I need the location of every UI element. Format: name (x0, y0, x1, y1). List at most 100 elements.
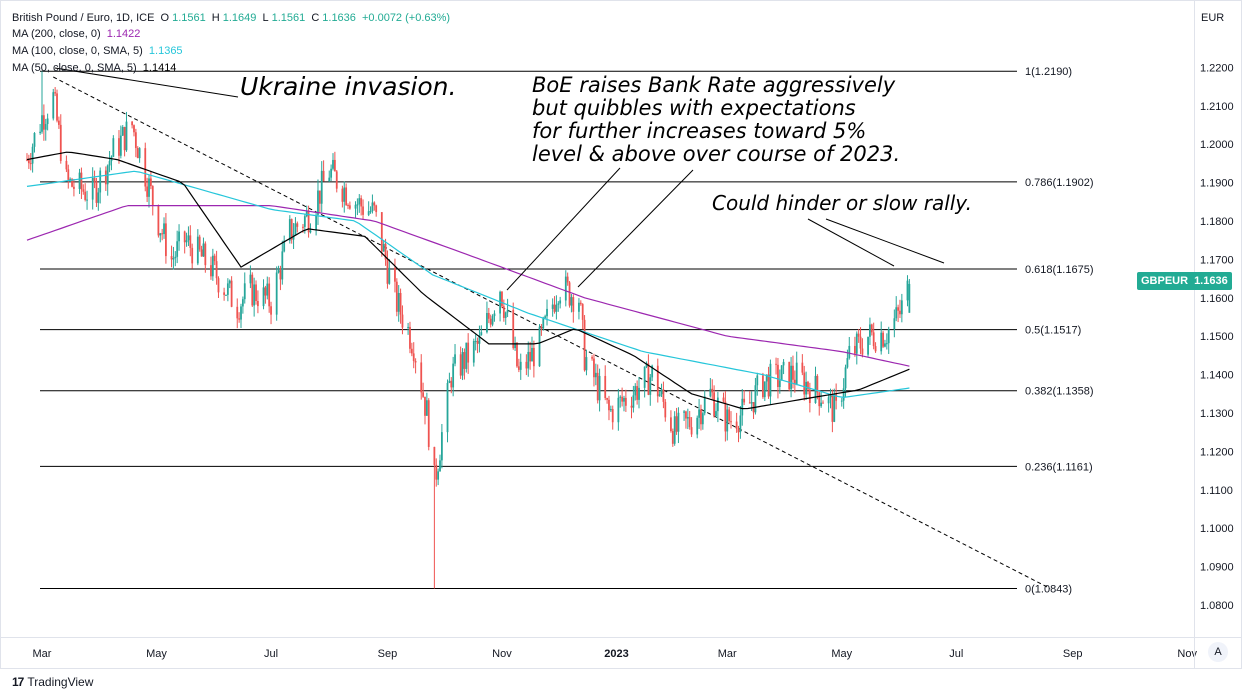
fib-level-label: 1(1.2190) (1025, 66, 1072, 78)
candle-body (170, 256, 173, 260)
candle-body (583, 319, 586, 371)
candle-body (685, 411, 687, 419)
candle-body (148, 178, 150, 197)
candle-body (544, 316, 547, 318)
candle-body (696, 417, 699, 435)
candle-body (636, 386, 639, 400)
candle-body (701, 413, 704, 425)
candle-body (211, 255, 214, 277)
candle-body (793, 379, 796, 385)
candle-body (46, 118, 49, 125)
candle-body (604, 375, 607, 399)
candle-body (302, 226, 304, 228)
candle-body (861, 348, 864, 355)
candle-body (675, 416, 678, 432)
candle-body (690, 427, 693, 435)
y-tick-label: 1.0900 (1200, 562, 1234, 574)
candle-body (568, 282, 571, 306)
candle-body (869, 324, 871, 337)
candle-body (230, 280, 233, 307)
candle-body (367, 211, 370, 215)
ma50-legend[interactable]: MA (50, close, 0, SMA, 5) 1.1414 (12, 61, 179, 75)
x-tick-label: Sep (378, 648, 398, 660)
candle-body (283, 240, 286, 252)
candle-body (157, 205, 160, 236)
candle-body (572, 297, 575, 312)
x-tick-label: Mar (33, 648, 52, 660)
candle-body (123, 127, 126, 151)
candle-body (649, 377, 652, 395)
time-scale-divider (0, 637, 1242, 638)
candle-body (748, 402, 751, 404)
candle-body (611, 408, 614, 423)
candle-body (437, 471, 440, 480)
candle-body (630, 405, 633, 408)
ma100-legend[interactable]: MA (100, close, 0, SMA, 5) 1.1365 (12, 44, 186, 58)
candle-body (461, 352, 464, 376)
candle-body (656, 365, 659, 397)
candle-body (414, 361, 417, 363)
auto-scale-button[interactable]: A (1208, 642, 1228, 662)
ma100-label: MA (100, close, 0, SMA, 5) (12, 45, 143, 57)
candle-body (410, 348, 413, 354)
candle-body (255, 284, 257, 301)
currency-label: EUR (1201, 12, 1225, 24)
candle-body (309, 230, 312, 233)
y-tick-label: 1.1500 (1200, 331, 1234, 343)
candle-body (356, 204, 359, 206)
candle-body (782, 361, 785, 366)
candle-body (118, 138, 120, 156)
x-tick-label: Mar (718, 648, 737, 660)
candle-body (420, 362, 423, 393)
candle-body (728, 409, 731, 422)
tradingview-logo[interactable]: 17 TradingView (12, 675, 93, 689)
candle-body (474, 340, 477, 342)
candle-body (848, 345, 851, 359)
annotation-boe-line1: BoE raises Bank Rate aggressively (532, 73, 896, 97)
y-tick-label: 1.1800 (1200, 216, 1234, 228)
candle-body (538, 327, 541, 367)
candle-body (467, 342, 470, 363)
candle-body (354, 204, 357, 209)
candle-body (401, 314, 404, 328)
candle-body (328, 177, 331, 182)
candle-body (822, 402, 824, 404)
candle-body (178, 231, 180, 242)
candle-body (78, 172, 81, 189)
candle-body (808, 389, 811, 404)
candle-body (54, 92, 57, 94)
candle-body (317, 190, 319, 215)
candle-body (86, 199, 88, 201)
candle-body (778, 380, 781, 388)
fib-level-label: 0.5(1.1517) (1025, 325, 1081, 337)
annotation-pointer-line (825, 218, 945, 264)
y-tick-label: 1.1300 (1200, 408, 1234, 420)
candle-body (542, 317, 545, 329)
candle-body (735, 421, 738, 429)
fib-level-label: 0(1.0843) (1025, 583, 1072, 595)
candle-body (95, 181, 98, 203)
candle-body (318, 190, 321, 204)
candle-body (792, 365, 794, 380)
candle-body (225, 294, 227, 296)
candle-body (756, 375, 759, 386)
candle-body (93, 177, 96, 182)
candle-body (303, 216, 306, 227)
candle-body (215, 261, 218, 279)
candle-body (200, 249, 203, 257)
candle-body (97, 192, 100, 203)
candle-body (472, 341, 475, 363)
candle-body (433, 446, 436, 465)
candle-body (855, 333, 858, 354)
ohlc-high: H 1.1649 (211, 12, 257, 24)
last-price-tag: GBPEUR 1.1636 (1137, 272, 1232, 290)
ma200-value: 1.1422 (106, 28, 141, 40)
candle-body (551, 304, 554, 309)
candle-body (360, 198, 363, 207)
ohlc-change: +0.0072 (+0.63%) (361, 12, 451, 24)
candle-body (146, 186, 149, 197)
fib-level-label: 0.236(1.1161) (1025, 461, 1093, 473)
ma200-legend[interactable]: MA (200, close, 0) 1.1422 (12, 27, 143, 41)
candle-body (670, 417, 672, 432)
